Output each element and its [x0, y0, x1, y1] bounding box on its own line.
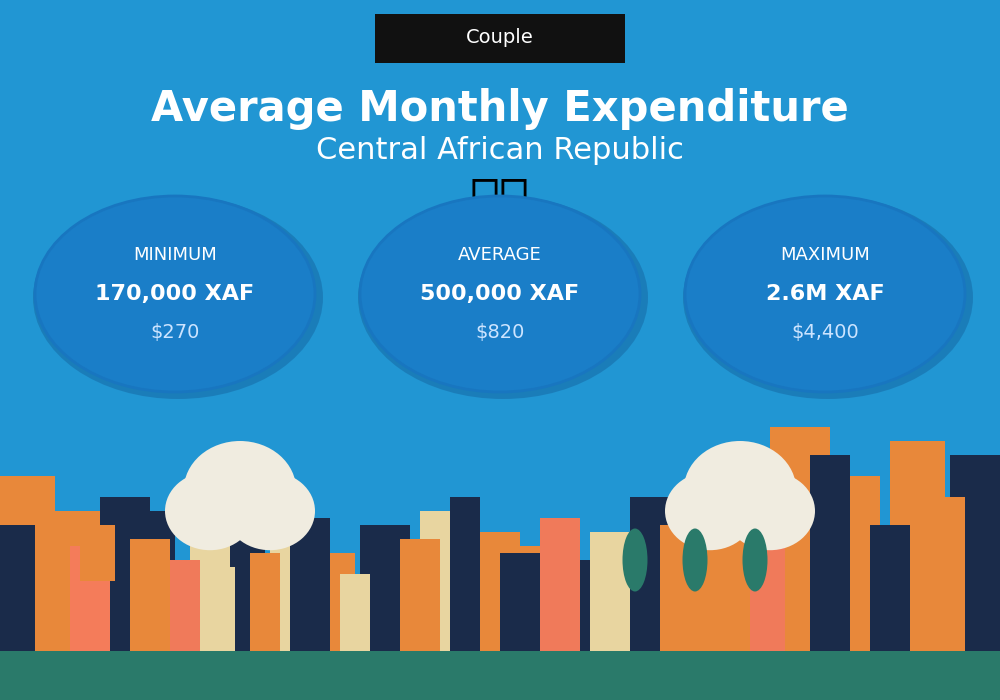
- Bar: [80, 525, 115, 581]
- Bar: [0, 651, 1000, 700]
- Bar: [520, 546, 550, 651]
- Bar: [400, 539, 440, 651]
- Bar: [250, 553, 280, 651]
- Bar: [930, 497, 965, 651]
- Bar: [130, 539, 170, 651]
- Bar: [470, 532, 520, 651]
- Ellipse shape: [684, 441, 796, 539]
- Circle shape: [35, 196, 315, 392]
- Bar: [750, 532, 785, 651]
- Bar: [710, 469, 750, 651]
- Bar: [630, 497, 680, 651]
- Text: 2.6M XAF: 2.6M XAF: [766, 284, 884, 304]
- Text: $4,400: $4,400: [791, 323, 859, 342]
- Bar: [680, 511, 720, 651]
- Bar: [270, 497, 310, 651]
- Ellipse shape: [165, 472, 255, 550]
- Text: 500,000 XAF: 500,000 XAF: [420, 284, 580, 304]
- Bar: [950, 455, 1000, 651]
- Bar: [890, 441, 945, 651]
- Circle shape: [685, 196, 965, 392]
- Bar: [770, 427, 830, 651]
- Bar: [420, 511, 460, 651]
- Bar: [170, 560, 200, 651]
- Text: $820: $820: [475, 323, 525, 342]
- Bar: [190, 525, 230, 651]
- Bar: [450, 497, 480, 651]
- Circle shape: [683, 196, 973, 399]
- Bar: [320, 553, 355, 651]
- Text: Average Monthly Expenditure: Average Monthly Expenditure: [151, 88, 849, 130]
- Ellipse shape: [184, 441, 296, 539]
- Circle shape: [33, 196, 323, 399]
- Bar: [40, 511, 100, 651]
- Bar: [730, 546, 770, 651]
- Bar: [340, 574, 370, 651]
- Bar: [360, 525, 410, 651]
- Bar: [70, 546, 110, 651]
- Bar: [290, 518, 330, 651]
- Bar: [540, 518, 580, 651]
- Bar: [570, 560, 600, 651]
- Text: $270: $270: [150, 323, 200, 342]
- Bar: [610, 553, 650, 651]
- Ellipse shape: [665, 472, 755, 550]
- Bar: [0, 623, 1000, 651]
- Bar: [590, 532, 630, 651]
- Bar: [0, 476, 55, 651]
- Bar: [660, 525, 700, 651]
- Bar: [830, 476, 880, 651]
- Ellipse shape: [225, 472, 315, 550]
- Text: Central African Republic: Central African Republic: [316, 136, 684, 165]
- Ellipse shape: [725, 472, 815, 550]
- Circle shape: [358, 196, 648, 399]
- Text: MINIMUM: MINIMUM: [133, 246, 217, 265]
- Text: MAXIMUM: MAXIMUM: [780, 246, 870, 265]
- Bar: [100, 497, 150, 651]
- Text: 170,000 XAF: 170,000 XAF: [95, 284, 255, 304]
- Bar: [230, 532, 265, 651]
- Text: AVERAGE: AVERAGE: [458, 246, 542, 265]
- Bar: [210, 567, 235, 651]
- Circle shape: [360, 196, 640, 392]
- Text: 🇨🇫: 🇨🇫: [470, 176, 530, 223]
- Bar: [500, 553, 540, 651]
- Bar: [810, 455, 850, 651]
- Text: Couple: Couple: [466, 27, 534, 47]
- Bar: [150, 511, 175, 651]
- Ellipse shape: [682, 528, 708, 592]
- FancyBboxPatch shape: [375, 14, 625, 63]
- Bar: [870, 525, 910, 651]
- Bar: [0, 525, 35, 651]
- Ellipse shape: [742, 528, 768, 592]
- Ellipse shape: [622, 528, 648, 592]
